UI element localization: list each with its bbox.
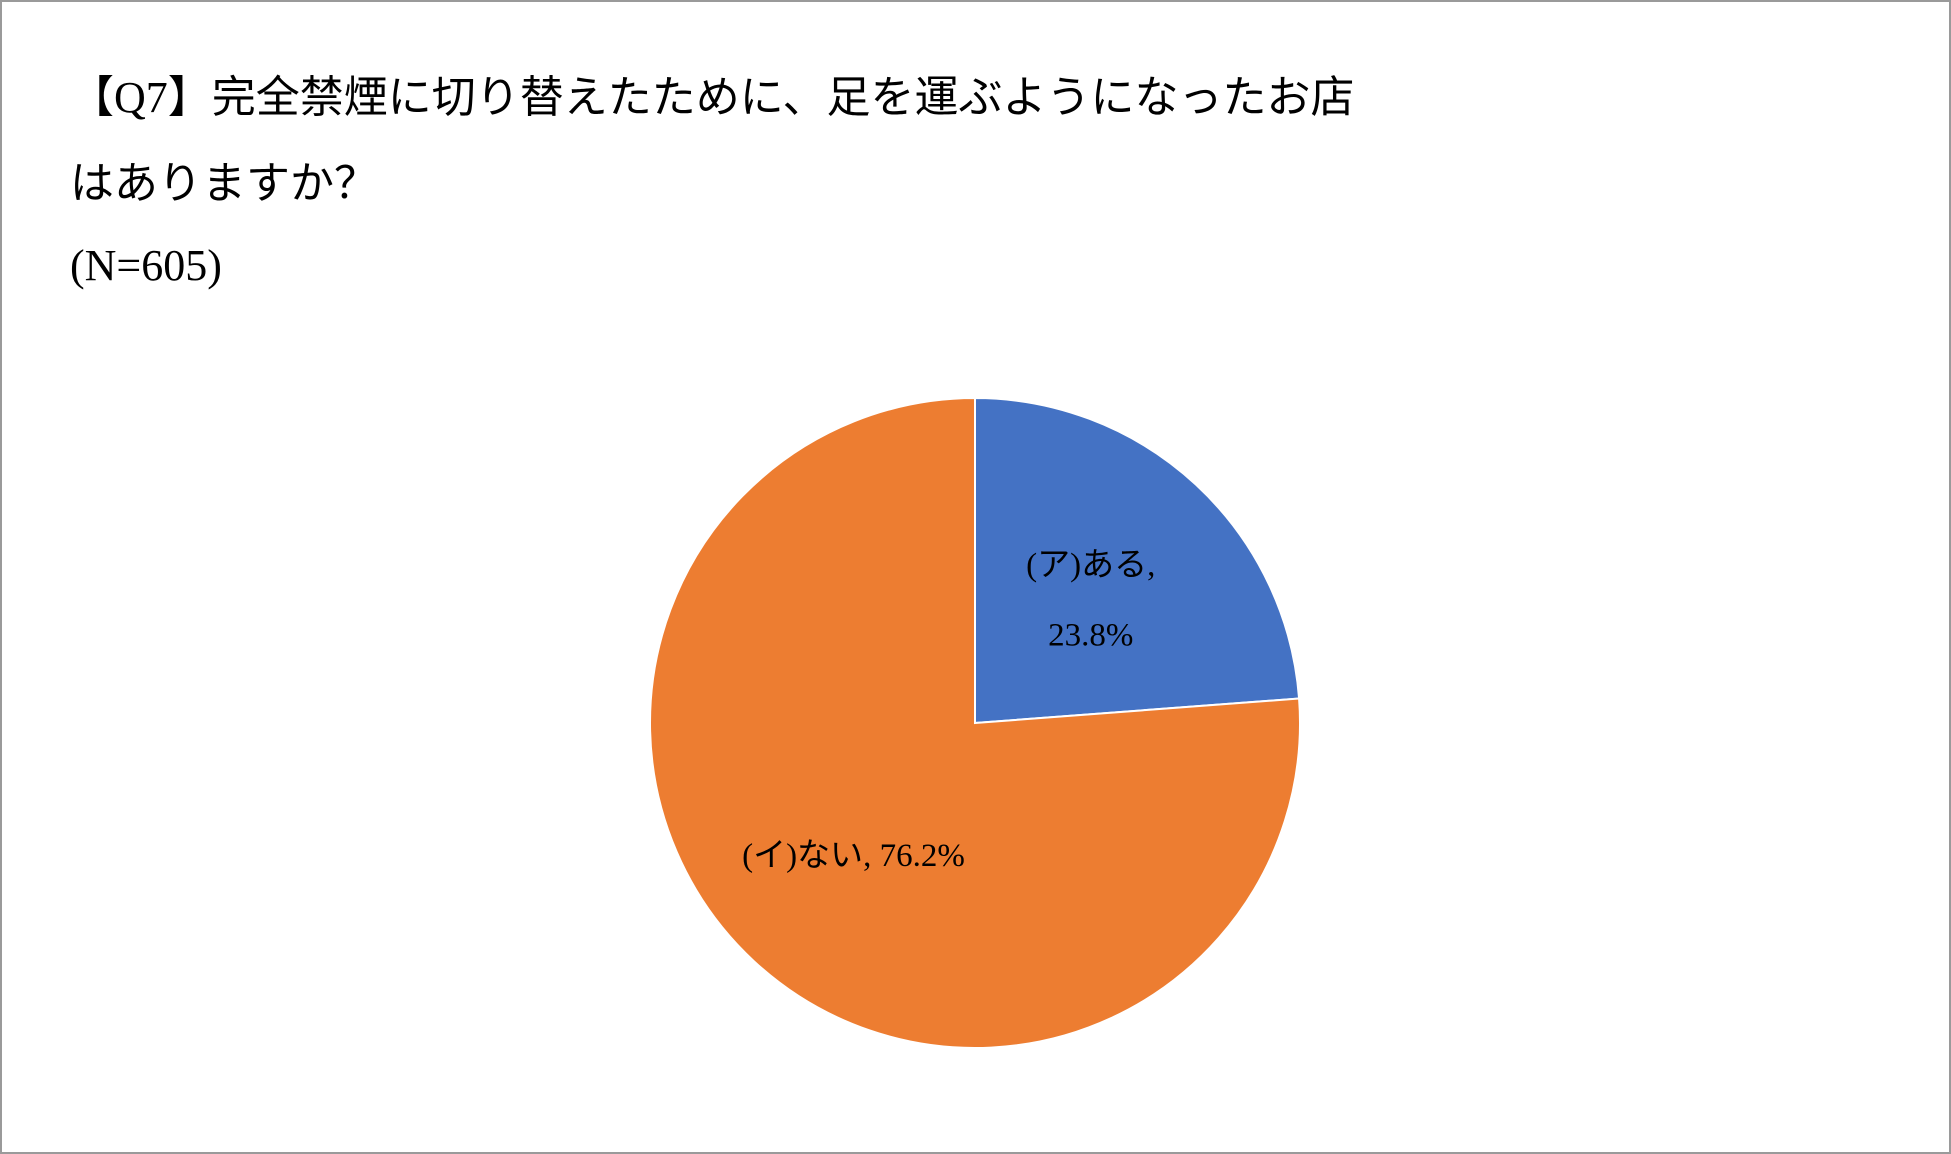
- chart-title: 【Q7】完全禁煙に切り替えたために、足を運ぶようになったお店: [70, 73, 1354, 122]
- pie-slice: [974, 396, 1301, 725]
- data-label-part: 23.8%: [1048, 617, 1133, 653]
- chart-title: はありますか？: [70, 159, 378, 208]
- pie-slice: [649, 396, 1301, 1049]
- data-label-part: ,: [863, 838, 880, 874]
- data-label: 23.8%: [1048, 617, 1133, 653]
- data-label: (ア)ある,: [1026, 547, 1155, 583]
- chart-subtitle: (N=605): [70, 241, 222, 290]
- data-label: (イ)ない, 76.2%: [742, 838, 965, 874]
- data-label-part: ,: [1147, 547, 1155, 583]
- data-label-part: (ア)ある: [1026, 547, 1147, 583]
- data-label-part: 76.2%: [880, 838, 965, 874]
- data-label-part: (イ)ない: [742, 838, 863, 874]
